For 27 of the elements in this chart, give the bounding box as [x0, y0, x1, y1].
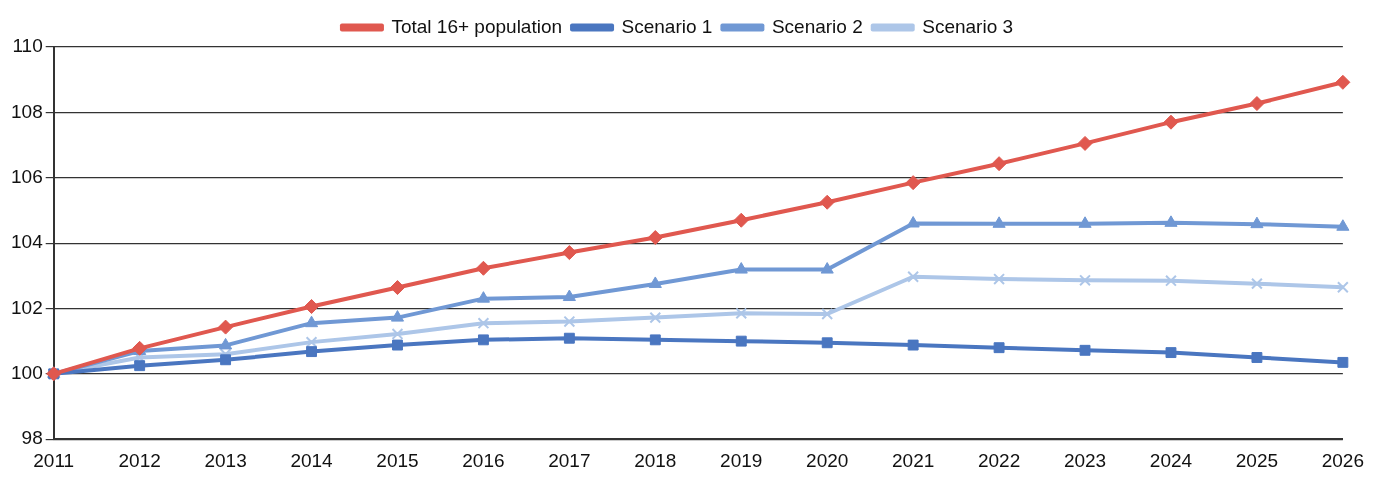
x-tick-label: 2023 — [1063, 449, 1107, 471]
x-tick-label: 2012 — [118, 449, 161, 471]
x-tick-label: 2014 — [290, 449, 334, 471]
x-tick-label: 2017 — [548, 449, 591, 471]
x-tick-label: 2019 — [720, 449, 763, 471]
x-tick-label: 2025 — [1235, 449, 1279, 471]
y-tick-label: 98 — [21, 427, 43, 449]
y-tick-label: 106 — [11, 165, 43, 187]
y-tick-label: 104 — [11, 231, 44, 253]
x-tick-label: 2013 — [204, 449, 247, 471]
x-tick-label: 2022 — [977, 449, 1021, 471]
x-tick-label: 2024 — [1149, 449, 1193, 471]
x-tick-label: 2020 — [806, 449, 849, 471]
x-tick-label: 2026 — [1321, 449, 1365, 471]
x-tick-label: 2018 — [634, 449, 677, 471]
x-tick-label: 2021 — [892, 449, 935, 471]
legend-label: Total 16+ population — [391, 15, 563, 37]
legend-label: Scenario 3 — [922, 15, 1014, 37]
x-tick-label: 2011 — [33, 449, 75, 471]
y-tick-label: 108 — [11, 100, 43, 122]
x-tick-label: 2016 — [462, 449, 505, 471]
legend-label: Scenario 1 — [621, 15, 713, 37]
legend-label: Scenario 2 — [771, 15, 863, 37]
y-tick-label: 110 — [12, 35, 43, 57]
x-tick-label: 2015 — [376, 449, 419, 471]
y-tick-label: 100 — [11, 362, 43, 384]
y-tick-label: 102 — [11, 296, 43, 318]
